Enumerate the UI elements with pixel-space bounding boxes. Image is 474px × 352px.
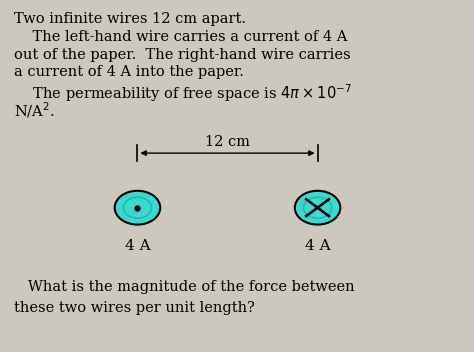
Text: 4 A: 4 A — [125, 239, 150, 253]
Text: N/A$^2$.: N/A$^2$. — [14, 100, 55, 120]
Text: What is the magnitude of the force between: What is the magnitude of the force betwe… — [14, 280, 355, 294]
Text: 12 cm: 12 cm — [205, 135, 250, 149]
Text: The left-hand wire carries a current of 4 A: The left-hand wire carries a current of … — [14, 30, 347, 44]
Text: Two infinite wires 12 cm apart.: Two infinite wires 12 cm apart. — [14, 12, 246, 26]
Text: these two wires per unit length?: these two wires per unit length? — [14, 301, 255, 315]
Text: The permeability of free space is $4 \pi \times 10^{-7}$: The permeability of free space is $4 \pi… — [14, 83, 352, 105]
Circle shape — [115, 191, 160, 225]
Text: 4 A: 4 A — [305, 239, 330, 253]
Circle shape — [295, 191, 340, 225]
Text: out of the paper.  The right-hand wire carries: out of the paper. The right-hand wire ca… — [14, 48, 351, 62]
Text: a current of 4 A into the paper.: a current of 4 A into the paper. — [14, 65, 244, 79]
